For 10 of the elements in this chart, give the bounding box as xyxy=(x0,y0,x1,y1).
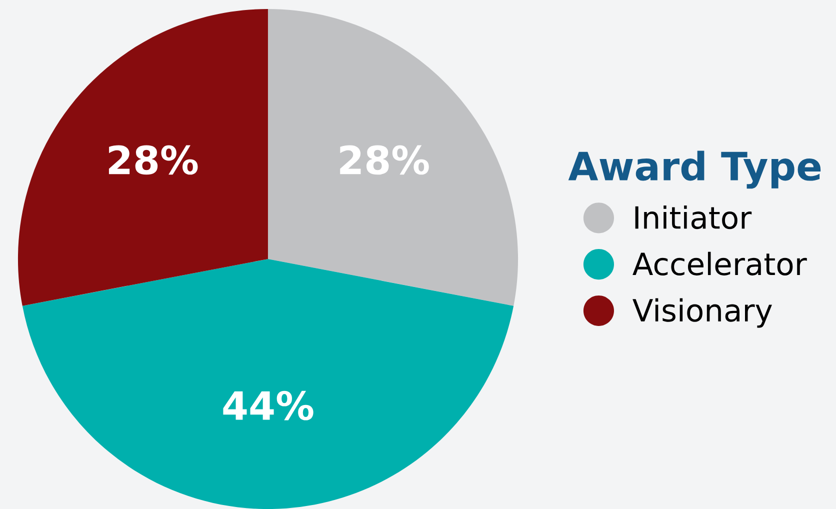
data-label: 28% xyxy=(108,145,198,175)
legend-label: Visionary xyxy=(632,298,772,328)
data-label: 28% xyxy=(340,145,429,175)
data-label: 44% xyxy=(223,390,314,420)
pie-slice xyxy=(18,8,268,306)
legend-title: Award Type xyxy=(568,150,821,189)
legend-label: Initiator xyxy=(635,205,752,230)
legend-label: Accelerator xyxy=(632,252,807,276)
pie-slice xyxy=(268,8,518,306)
pie-slice xyxy=(22,259,514,509)
